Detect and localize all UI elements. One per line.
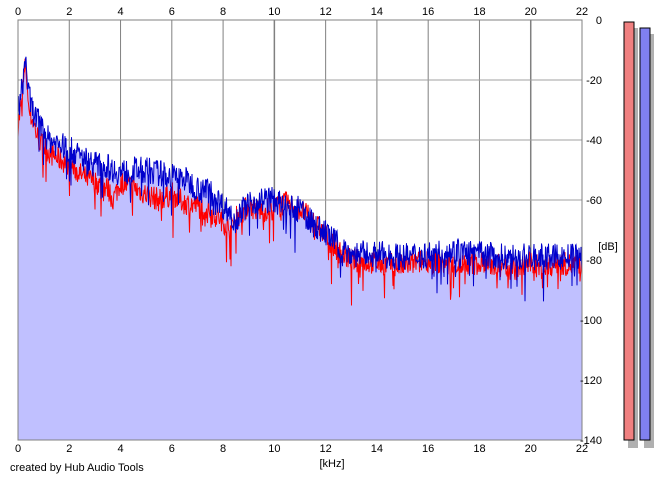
meter-right-bar bbox=[639, 27, 651, 441]
x-tick-label-top: 20 bbox=[525, 6, 537, 18]
x-tick-label-top: 2 bbox=[66, 6, 72, 18]
series-line-blue bbox=[17, 56, 583, 302]
x-tick-label-top: 22 bbox=[576, 6, 588, 18]
level-meter bbox=[623, 21, 654, 448]
x-tick-label-top: 8 bbox=[220, 6, 226, 18]
y-axis-title: [dB] bbox=[598, 241, 618, 253]
y-tick-label: -20 bbox=[586, 75, 602, 87]
axis-labels: 002244668810101212141416161818202022220-… bbox=[15, 6, 618, 470]
x-tick-label-top: 12 bbox=[320, 6, 332, 18]
x-axis-title: [kHz] bbox=[319, 458, 344, 470]
x-tick-label-bottom: 8 bbox=[220, 443, 226, 455]
x-tick-label-top: 6 bbox=[169, 6, 175, 18]
y-tick-label: -60 bbox=[586, 195, 602, 207]
x-tick-label-bottom: 20 bbox=[525, 443, 537, 455]
spectrum-fill-area bbox=[18, 56, 582, 441]
x-tick-label-top: 0 bbox=[15, 6, 21, 18]
meter-left-bar bbox=[623, 21, 635, 441]
x-tick-label-bottom: 22 bbox=[576, 443, 588, 455]
x-tick-label-bottom: 12 bbox=[320, 443, 332, 455]
x-tick-label-bottom: 6 bbox=[169, 443, 175, 455]
y-tick-label: -40 bbox=[586, 135, 602, 147]
x-tick-label-top: 4 bbox=[117, 6, 123, 18]
x-tick-label-bottom: 2 bbox=[66, 443, 72, 455]
y-tick-label: -100 bbox=[580, 315, 602, 327]
x-tick-label-top: 18 bbox=[473, 6, 485, 18]
y-tick-label: -140 bbox=[580, 435, 602, 447]
x-tick-label-bottom: 16 bbox=[422, 443, 434, 455]
x-tick-label-top: 16 bbox=[422, 6, 434, 18]
x-tick-label-bottom: 10 bbox=[268, 443, 280, 455]
series-group bbox=[17, 19, 583, 441]
y-tick-label: 0 bbox=[596, 15, 602, 27]
x-tick-label-bottom: 4 bbox=[117, 443, 123, 455]
plot-border bbox=[17, 19, 583, 441]
x-tick-label-top: 14 bbox=[371, 6, 383, 18]
credit-text: created by Hub Audio Tools bbox=[10, 462, 144, 474]
x-tick-label-bottom: 18 bbox=[473, 443, 485, 455]
x-tick-label-top: 10 bbox=[268, 6, 280, 18]
y-tick-label: -80 bbox=[586, 255, 602, 267]
x-tick-label-bottom: 14 bbox=[371, 443, 383, 455]
y-tick-label: -120 bbox=[580, 375, 602, 387]
x-tick-label-bottom: 0 bbox=[15, 443, 21, 455]
